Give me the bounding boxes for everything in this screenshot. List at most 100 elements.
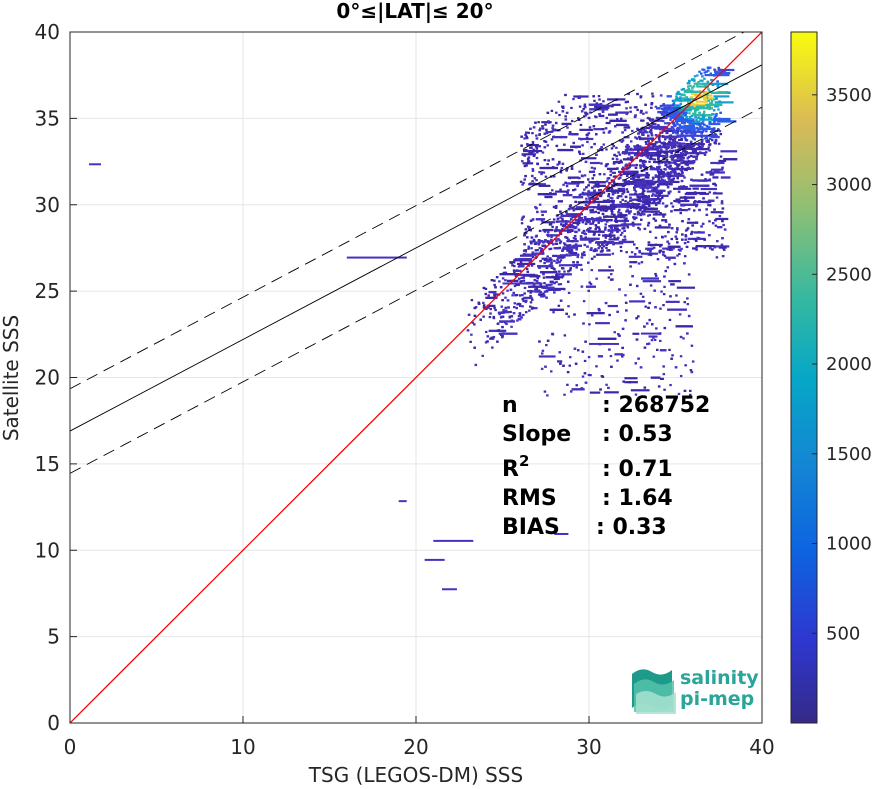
density-cell [678, 313, 682, 316]
density-cell [531, 218, 535, 221]
density-cell [661, 202, 665, 205]
density-cell [467, 313, 471, 316]
density-cell [523, 178, 526, 181]
density-cell [548, 288, 552, 291]
density-cell [535, 241, 538, 244]
density-cell [661, 178, 664, 181]
density-cell [645, 206, 648, 209]
density-cell [622, 172, 638, 175]
density-cell [626, 174, 629, 178]
density-cell [599, 250, 603, 253]
density-cell [706, 139, 710, 142]
density-cell [684, 152, 688, 155]
density-cell [581, 350, 585, 353]
density-cell [647, 134, 650, 137]
density-cell [717, 119, 720, 123]
density-cell [700, 72, 703, 75]
density-cell [599, 188, 602, 192]
density-cell [649, 156, 653, 159]
density-cell [619, 201, 622, 204]
density-cell [526, 188, 530, 191]
density-cell [613, 236, 616, 240]
density-cell [651, 95, 655, 98]
density-cell [514, 269, 522, 273]
density-cell [675, 173, 679, 176]
density-cell [617, 236, 620, 239]
density-cell [704, 103, 723, 106]
density-cell [702, 245, 706, 248]
density-cell [639, 128, 643, 131]
density-cell [675, 132, 678, 135]
density-cell [712, 192, 723, 195]
density-cell [578, 137, 581, 140]
density-cell [567, 305, 570, 308]
density-cell [651, 118, 654, 121]
density-cell [615, 113, 618, 116]
density-cell [704, 96, 707, 99]
density-cell [692, 151, 695, 154]
density-cell [473, 323, 476, 326]
density-cell [526, 143, 539, 147]
density-cell [621, 355, 624, 358]
density-cell [602, 100, 605, 103]
density-cell [527, 227, 531, 231]
density-cell [588, 199, 592, 202]
density-cell [660, 191, 663, 194]
density-cell [582, 229, 586, 233]
density-cell [550, 238, 553, 242]
density-cell [563, 223, 566, 226]
density-cell [690, 92, 694, 95]
density-cell [705, 124, 709, 128]
density-cell [634, 114, 637, 117]
density-cell [665, 163, 668, 166]
density-cell [589, 111, 592, 114]
density-cell [605, 246, 608, 249]
density-cell [716, 170, 719, 174]
density-cell [541, 244, 546, 247]
density-cell [658, 165, 661, 168]
density-cell [654, 145, 670, 148]
density-cell [535, 207, 538, 210]
density-cell [488, 304, 496, 308]
density-cell [507, 306, 510, 309]
density-cell [693, 155, 696, 158]
density-cell [692, 103, 706, 106]
density-cell [543, 146, 547, 149]
density-cell [555, 274, 558, 277]
colorbar-tick-label: 500 [826, 623, 860, 644]
density-cell [584, 111, 587, 114]
density-cell [503, 266, 507, 269]
density-cell [638, 131, 649, 134]
density-cell [666, 171, 669, 174]
density-cell [653, 187, 657, 190]
density-cell [609, 196, 612, 199]
density-cell [523, 292, 526, 295]
density-cell [677, 201, 681, 204]
density-cell [597, 221, 600, 224]
density-cell [639, 111, 643, 114]
density-cell [549, 223, 553, 226]
density-cell [641, 137, 653, 140]
density-cell [636, 210, 640, 213]
density-cell [712, 122, 716, 125]
density-cell [640, 164, 643, 167]
density-cell [715, 112, 718, 116]
density-cell [579, 123, 583, 127]
density-cell [539, 166, 558, 170]
density-cell [621, 327, 625, 330]
density-cell [607, 167, 618, 171]
density-cell [615, 111, 618, 114]
density-cell [680, 169, 683, 173]
density-cell [667, 174, 685, 177]
density-cell [669, 295, 672, 298]
density-cell [629, 199, 632, 202]
density-cell [595, 133, 598, 136]
density-cell [637, 226, 640, 229]
density-cell [622, 380, 625, 383]
density-cell [549, 257, 552, 260]
density-cell [518, 312, 522, 315]
density-cell [622, 204, 625, 208]
density-cell [642, 163, 646, 167]
density-cell [598, 309, 601, 312]
